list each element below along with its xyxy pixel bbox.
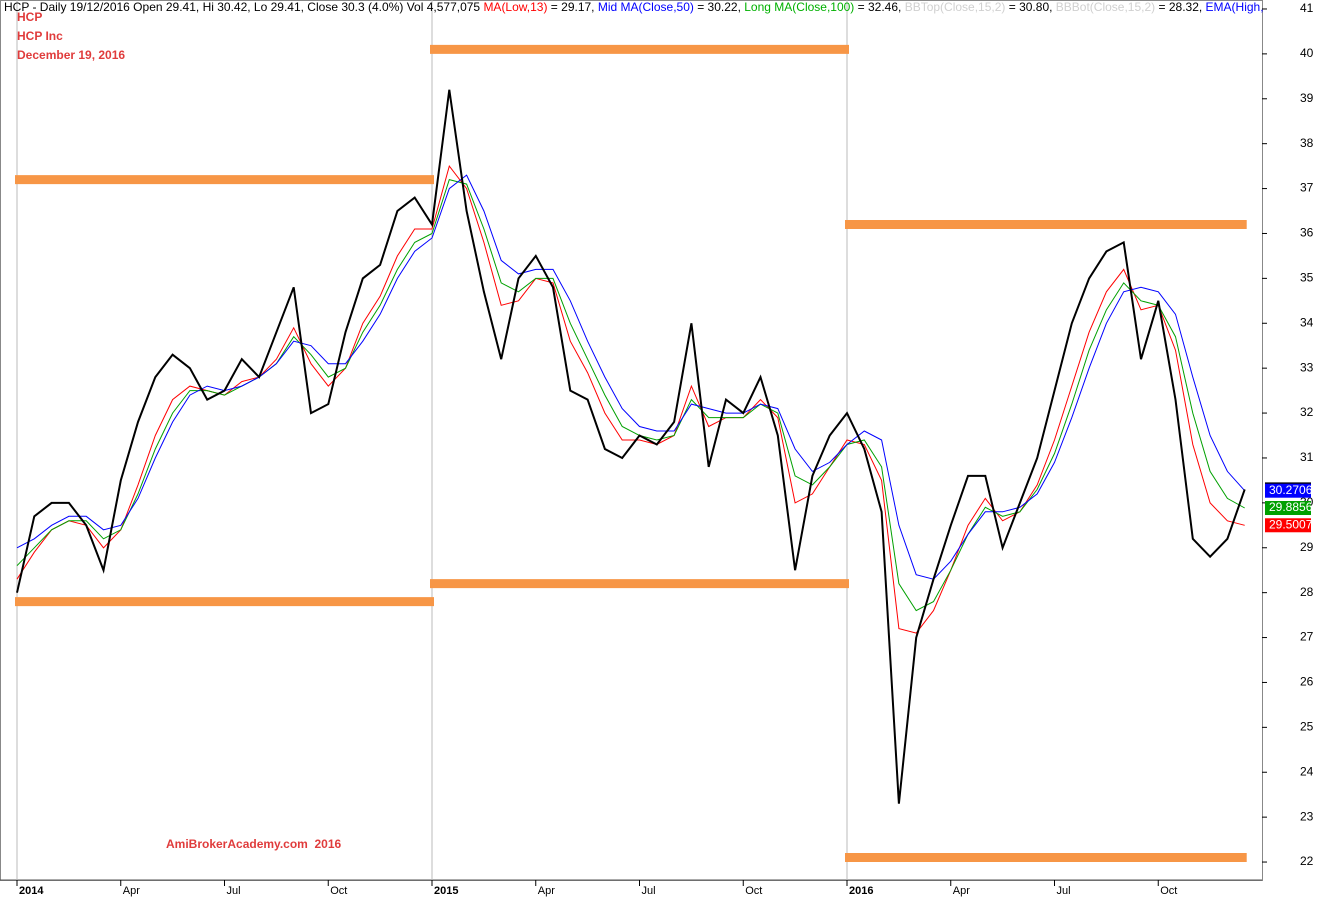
- y-tick-label: 32: [1300, 405, 1314, 419]
- x-tick-label: 2014: [19, 885, 44, 897]
- last-value-tag: 29.8856: [1265, 500, 1313, 515]
- header-segment: MA(Low,13): [483, 0, 547, 14]
- y-tick-label: 39: [1300, 91, 1314, 105]
- last-value-label: 30.2706: [1269, 483, 1313, 497]
- header-segment: BBBot(Close,15,2): [1056, 0, 1155, 14]
- y-tick-label: 38: [1300, 136, 1314, 150]
- y-tick-label: 37: [1300, 181, 1314, 195]
- y-tick-label: 36: [1300, 226, 1314, 240]
- y-tick-label: 34: [1300, 315, 1314, 329]
- y-tick-label: 22: [1300, 854, 1314, 868]
- chart-title: HCP: [17, 10, 42, 24]
- x-tick-label: Apr: [953, 885, 970, 897]
- header-segment: HCP - Daily 19/12/2016 Open 29.41, Hi 30…: [4, 0, 483, 14]
- header-segment: EMA(High,: [1206, 0, 1264, 14]
- x-tick-label: 2015: [434, 885, 458, 897]
- last-value-label: 29.8856: [1269, 500, 1313, 514]
- last-value-box: [1265, 518, 1311, 533]
- header-segment: = 28.32,: [1155, 0, 1205, 14]
- header-line: HCP - Daily 19/12/2016 Open 29.41, Hi 30…: [4, 0, 1264, 14]
- watermark: AmiBrokerAcademy.com 2016: [166, 837, 342, 851]
- x-tick-label: Jul: [1057, 885, 1071, 897]
- y-tick-label: 33: [1300, 360, 1314, 374]
- x-tick-label: Oct: [1160, 885, 1177, 897]
- y-tick-label: 41: [1300, 1, 1314, 15]
- header-segment: BBTop(Close,15,2): [905, 0, 1006, 14]
- y-tick-label: 27: [1300, 630, 1314, 644]
- x-tick-label: Jul: [642, 885, 656, 897]
- header-segment: Mid MA(Close,50): [598, 0, 694, 14]
- header-segment: Long MA(Close,100): [744, 0, 854, 14]
- series-line: [16, 89, 1246, 804]
- y-tick-label: 26: [1300, 675, 1314, 689]
- chart-title: HCP Inc: [17, 29, 63, 43]
- series-line: [16, 178, 1245, 612]
- last-value-box: [1265, 483, 1311, 498]
- x-tick-label: 2016: [849, 885, 873, 897]
- series-line: [16, 164, 1245, 634]
- chart-title: December 19, 2016: [17, 48, 125, 62]
- x-tick-label: Jul: [227, 885, 241, 897]
- header-segment: = 30.80,: [1005, 0, 1055, 14]
- header-segment: = 29.17,: [547, 0, 597, 14]
- y-tick-label: 23: [1300, 809, 1314, 823]
- y-tick-label: 40: [1300, 46, 1314, 60]
- y-tick-label: 28: [1300, 585, 1314, 599]
- last-value-box: [1265, 500, 1311, 515]
- x-tick-label: Oct: [330, 885, 347, 897]
- header-segment: = 30.22,: [694, 0, 744, 14]
- x-tick-label: Oct: [745, 885, 762, 897]
- x-tick-label: Apr: [538, 885, 555, 897]
- series-line: [16, 174, 1246, 580]
- x-tick-label: Apr: [123, 885, 140, 897]
- last-value-label: 29.5007: [1269, 517, 1313, 531]
- last-value-tag: 30.2706: [1265, 483, 1313, 498]
- y-tick-label: 35: [1300, 271, 1314, 285]
- y-tick-label: 25: [1300, 720, 1314, 734]
- y-tick-label: 31: [1300, 450, 1314, 464]
- y-tick-label: 24: [1300, 764, 1314, 778]
- y-tick-label: 29: [1300, 540, 1314, 554]
- last-value-tag: 29.5007: [1265, 517, 1313, 533]
- header-segment: = 32.46,: [854, 0, 904, 14]
